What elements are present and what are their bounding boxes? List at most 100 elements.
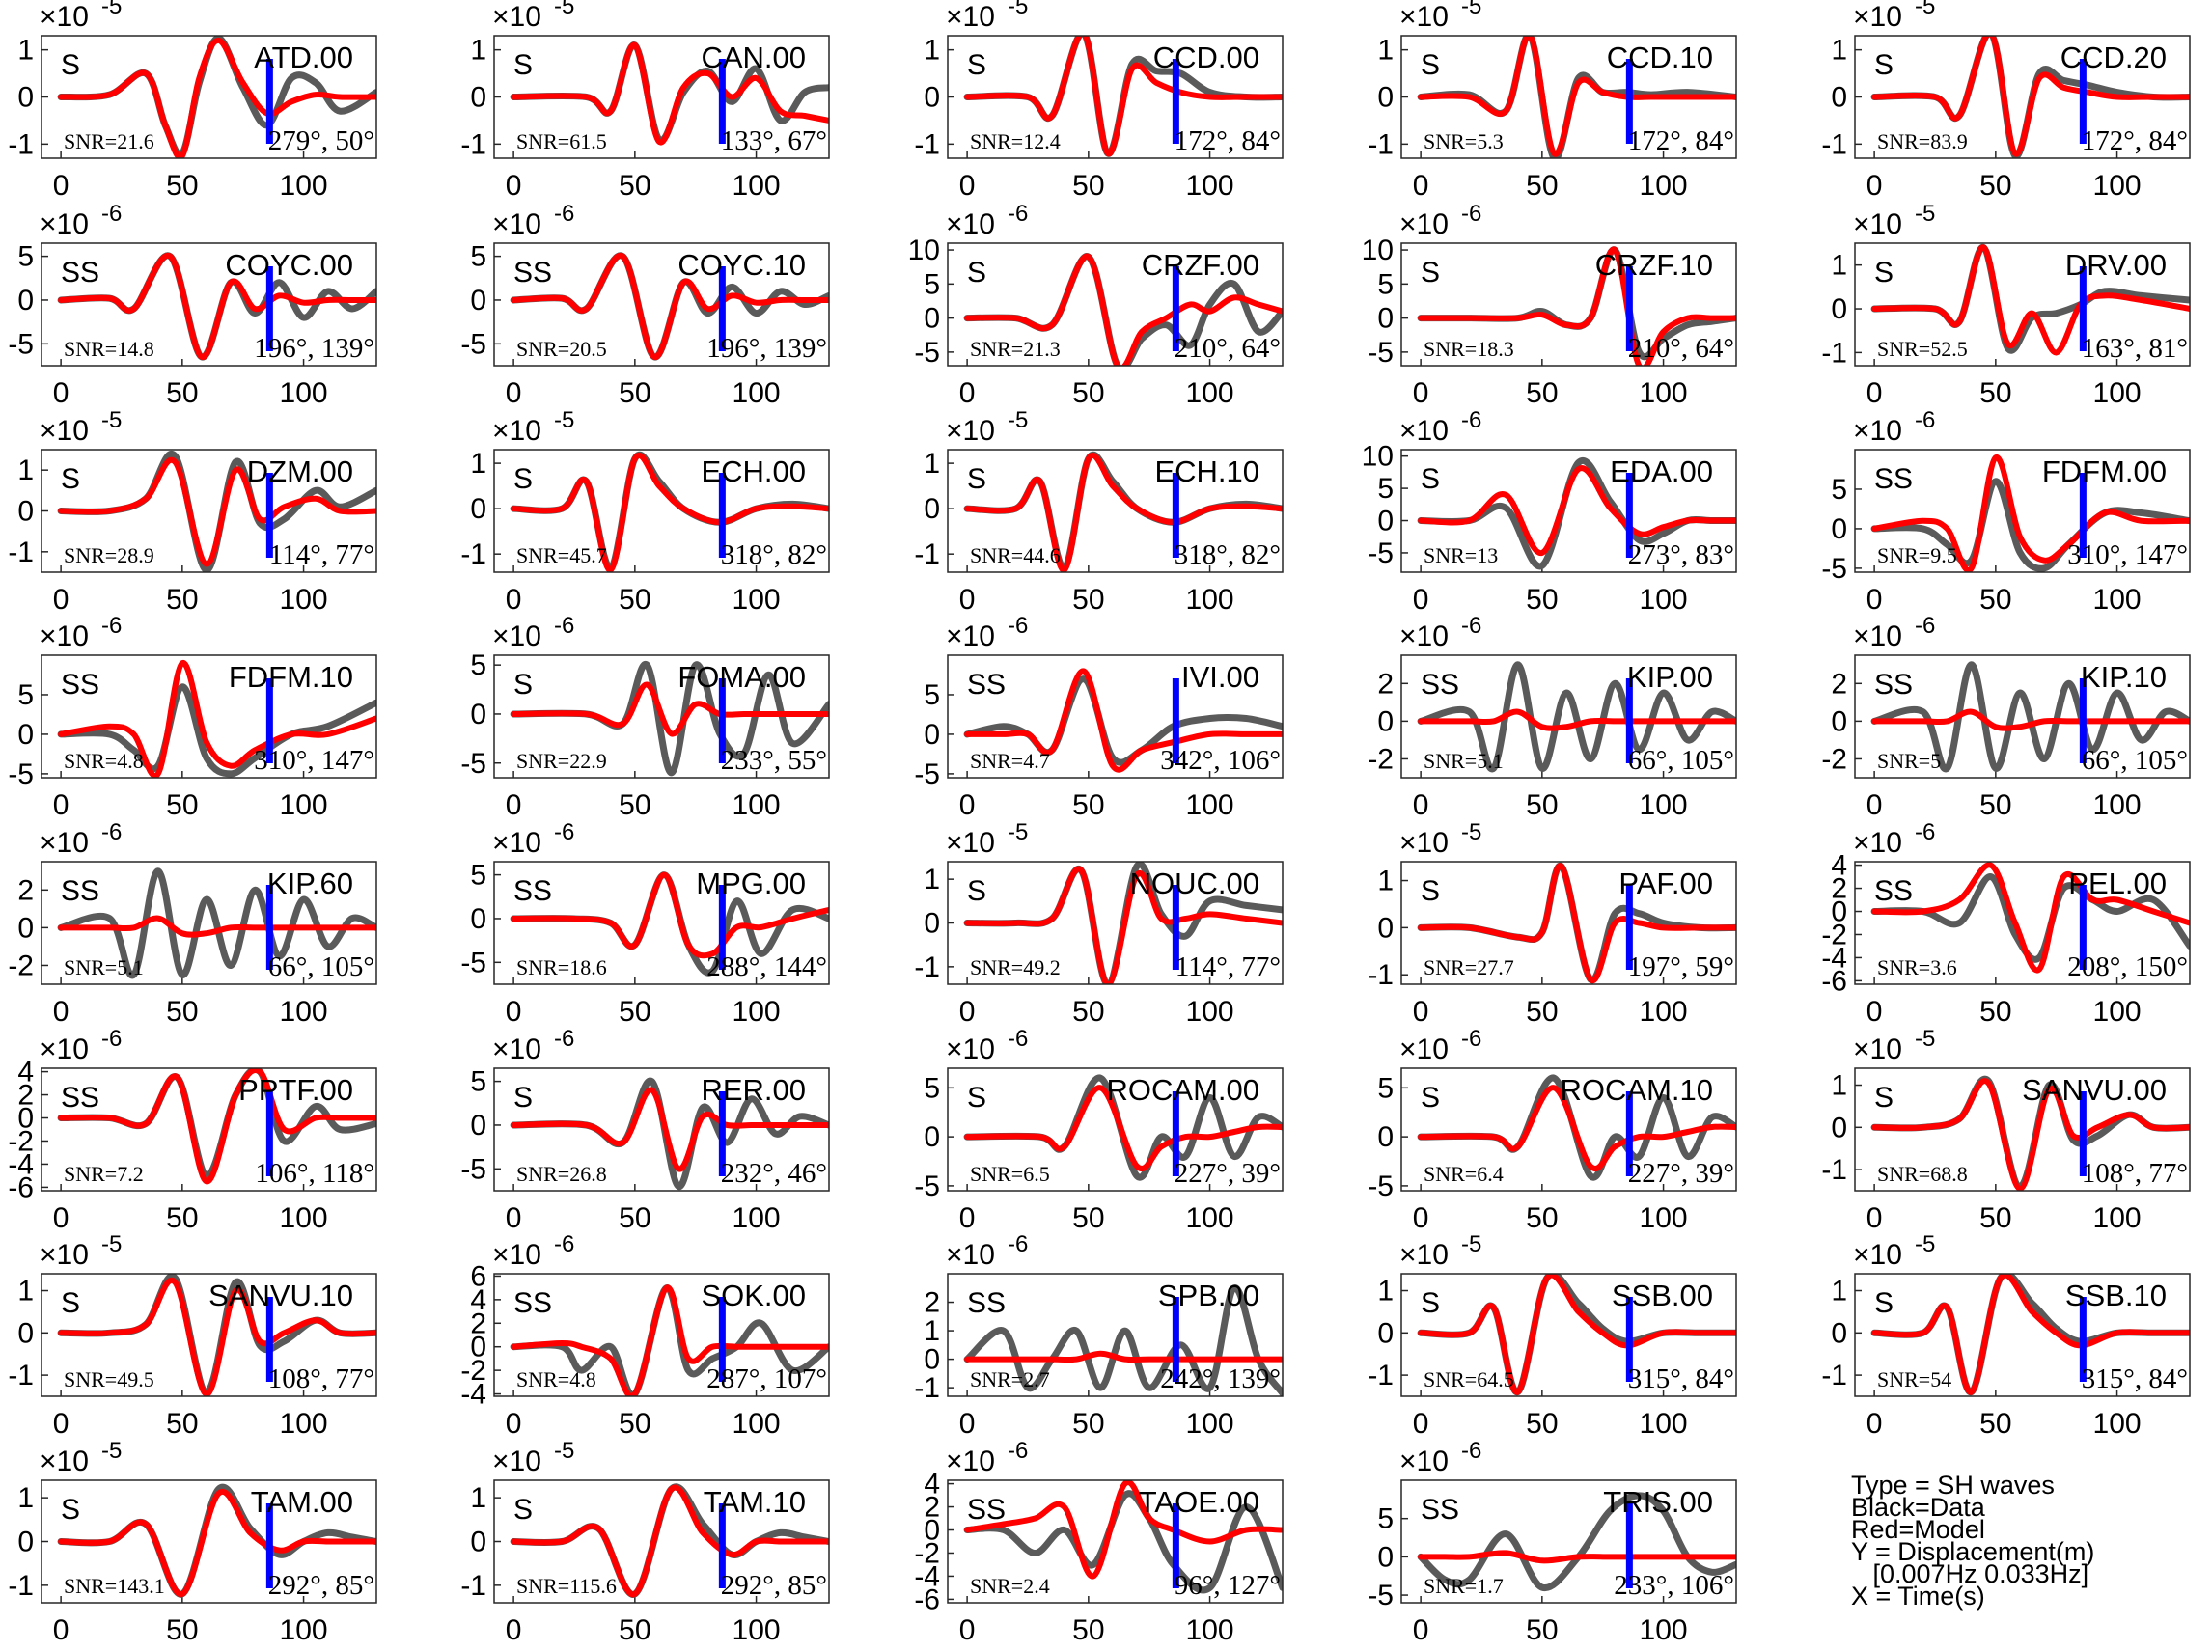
station-label: SANVU.00 bbox=[2022, 1073, 2167, 1107]
snr-label: SNR=115.6 bbox=[516, 1574, 617, 1598]
station-label: EDA.00 bbox=[1610, 454, 1713, 488]
phase-label: SS bbox=[61, 1082, 99, 1114]
y-tick-label: 0 bbox=[1377, 82, 1394, 114]
y-tick-label: 0 bbox=[470, 1332, 486, 1363]
phase-label: SS bbox=[967, 1287, 1006, 1319]
x-tick-label: 100 bbox=[1640, 170, 1688, 202]
panel-kip-00: ×10 -6 2 0 -2 0 50 100 SS KIP.00 SNR=5.1 66°, 105° bbox=[1368, 613, 1737, 821]
data-waveform bbox=[57, 867, 376, 979]
angle-label: 172°, 84° bbox=[1175, 125, 1281, 156]
y-tick-label: 1 bbox=[1831, 1276, 1847, 1308]
y-tick-label: 5 bbox=[1377, 1503, 1394, 1535]
station-label: ROCAM.00 bbox=[1107, 1073, 1259, 1107]
x-tick-label: 50 bbox=[619, 789, 650, 821]
angle-label: 273°, 83° bbox=[1628, 539, 1734, 570]
y-tick-label: 0 bbox=[470, 1527, 486, 1558]
panel-drv-00: ×10 -5 1 0 -1 0 50 100 S DRV.00 SNR=52.5 163°, 81° bbox=[1821, 201, 2191, 409]
phase-label: S bbox=[967, 875, 986, 907]
y-tick-label: 0 bbox=[17, 1527, 34, 1558]
x-tick-label: 100 bbox=[1640, 996, 1688, 1028]
y-tick-label: -1 bbox=[914, 1372, 940, 1404]
y-scale-multiplier: ×10 bbox=[492, 1239, 541, 1271]
snr-label: SNR=83.9 bbox=[1877, 129, 1968, 153]
y-tick-label: -1 bbox=[1368, 959, 1394, 991]
snr-label: SNR=14.8 bbox=[64, 337, 154, 361]
y-tick-label: 0 bbox=[1377, 506, 1394, 537]
panel-frame bbox=[947, 654, 1284, 779]
station-label: CCD.20 bbox=[2060, 41, 2167, 74]
x-tick-label: 0 bbox=[53, 1408, 69, 1440]
y-scale-exponent: -6 bbox=[554, 201, 574, 227]
panel-tam-00: ×10 -5 1 0 -1 0 50 100 S TAM.00 SNR=143.1 292°, 85° bbox=[8, 1438, 377, 1646]
angle-label: 315°, 84° bbox=[2082, 1363, 2188, 1394]
phase-label: SS bbox=[61, 257, 99, 289]
x-tick-label: 50 bbox=[619, 584, 650, 616]
snr-label: SNR=52.5 bbox=[1877, 337, 1968, 361]
panel-paf-00: ×10 -5 1 0 -1 0 50 100 S PAF.00 SNR=27.7 197°, 59° bbox=[1368, 819, 1737, 1028]
arrival-marker bbox=[1625, 1297, 1633, 1382]
y-tick-label: -5 bbox=[460, 328, 486, 360]
y-scale-exponent: -6 bbox=[1461, 613, 1481, 639]
x-tick-label: 0 bbox=[1866, 996, 1883, 1028]
model-waveform bbox=[1418, 863, 1736, 984]
y-tick-label: 1 bbox=[470, 35, 486, 67]
x-tick-label: 0 bbox=[506, 584, 522, 616]
x-tick-label: 100 bbox=[280, 1202, 328, 1234]
angle-label: 133°, 67° bbox=[721, 125, 827, 156]
station-label: ECH.00 bbox=[701, 454, 806, 488]
phase-label: S bbox=[967, 257, 986, 289]
y-tick-label: 0 bbox=[924, 908, 940, 940]
arrival-marker bbox=[265, 59, 273, 144]
y-tick-label: -4 bbox=[914, 1560, 940, 1592]
station-label: ECH.10 bbox=[1154, 454, 1259, 488]
panel-can-00: ×10 -5 1 0 -1 0 50 100 S CAN.00 SNR=61.5 133°, 67° bbox=[460, 0, 830, 202]
y-scale-multiplier: ×10 bbox=[40, 415, 89, 447]
y-scale-multiplier: ×10 bbox=[1853, 1033, 1902, 1065]
x-tick-label: 100 bbox=[280, 377, 328, 409]
y-tick-label: 5 bbox=[17, 679, 34, 711]
x-tick-label: 50 bbox=[166, 377, 198, 409]
y-scale-exponent: -5 bbox=[101, 1438, 122, 1464]
y-scale-exponent: -5 bbox=[1008, 0, 1028, 19]
y-tick-label: 1 bbox=[1377, 866, 1394, 897]
snr-label: SNR=20.5 bbox=[516, 337, 607, 361]
angle-label: 196°, 139° bbox=[254, 333, 374, 364]
x-tick-label: 50 bbox=[619, 377, 650, 409]
x-tick-label: 0 bbox=[1413, 377, 1429, 409]
x-tick-label: 50 bbox=[1526, 1408, 1558, 1440]
x-tick-label: 50 bbox=[1526, 377, 1558, 409]
y-tick-label: -2 bbox=[8, 1125, 34, 1157]
y-tick-label: 0 bbox=[1831, 82, 1847, 114]
y-scale-exponent: -5 bbox=[101, 0, 122, 19]
arrival-marker bbox=[1172, 1091, 1179, 1176]
panel-frame bbox=[1854, 1273, 2191, 1397]
y-tick-label: 1 bbox=[924, 1315, 940, 1347]
legend-x-label: X = Time(s) bbox=[1851, 1582, 1985, 1611]
panel-ech-00: ×10 -5 1 0 -1 0 50 100 S ECH.00 SNR=45.7 318°, 82° bbox=[460, 407, 830, 616]
y-scale-multiplier: ×10 bbox=[1853, 1239, 1902, 1271]
x-tick-label: 100 bbox=[1640, 1408, 1688, 1440]
y-tick-label: -2 bbox=[8, 950, 34, 981]
angle-label: 196°, 139° bbox=[706, 333, 827, 364]
y-tick-label: 5 bbox=[17, 241, 34, 273]
panel-sanvu-00: ×10 -5 1 0 -1 0 50 100 S SANVU.00 SNR=68.8 108°, 77… bbox=[1821, 1026, 2191, 1234]
x-tick-label: 50 bbox=[166, 996, 198, 1028]
y-tick-label: -1 bbox=[460, 128, 486, 160]
y-tick-label: -4 bbox=[8, 1148, 34, 1180]
y-tick-label: 0 bbox=[924, 1344, 940, 1376]
panel-ssb-00: ×10 -5 1 0 -1 0 50 100 S SSB.00 SNR=64.5 315°, 84° bbox=[1368, 1231, 1737, 1440]
snr-label: SNR=3.6 bbox=[1877, 955, 1957, 979]
snr-label: SNR=5.1 bbox=[64, 955, 144, 979]
y-tick-label: -2 bbox=[1368, 743, 1394, 775]
y-tick-label: 1 bbox=[470, 1482, 486, 1514]
y-tick-label: -5 bbox=[460, 1153, 486, 1185]
model-waveform bbox=[964, 453, 1283, 572]
snr-label: SNR=5 bbox=[1877, 749, 1941, 773]
x-tick-label: 0 bbox=[506, 1408, 522, 1440]
x-tick-label: 50 bbox=[619, 1408, 650, 1440]
